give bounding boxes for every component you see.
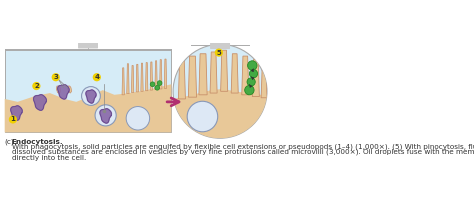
Circle shape [247,61,257,70]
Circle shape [52,73,60,81]
Polygon shape [146,62,148,91]
Text: directly into the cell.: directly into the cell. [12,154,86,161]
Text: dissolved substances are enclosed in vesicles by very fine protrusions called mi: dissolved substances are enclosed in ves… [12,149,474,155]
Circle shape [187,101,218,132]
FancyArrowPatch shape [252,77,254,80]
Polygon shape [5,84,171,132]
Polygon shape [220,50,228,91]
Polygon shape [86,90,96,103]
Polygon shape [131,65,134,92]
Polygon shape [188,56,197,97]
FancyArrowPatch shape [251,69,254,72]
Text: 2: 2 [34,83,39,89]
Polygon shape [242,56,249,95]
Polygon shape [261,64,267,98]
Text: (c): (c) [5,138,14,145]
Circle shape [32,82,40,90]
Polygon shape [178,61,185,99]
Polygon shape [155,61,157,89]
Polygon shape [67,86,72,93]
Polygon shape [58,85,69,99]
Text: 1: 1 [10,116,15,122]
Circle shape [93,73,101,81]
Polygon shape [127,64,129,94]
Polygon shape [160,60,162,89]
Polygon shape [164,59,167,88]
Polygon shape [141,63,143,91]
Circle shape [126,107,150,130]
Polygon shape [34,95,46,110]
Text: Endocytosis.: Endocytosis. [12,139,64,145]
Circle shape [95,105,116,126]
Circle shape [157,81,162,85]
Polygon shape [199,54,207,95]
Polygon shape [210,52,217,93]
Circle shape [82,87,100,105]
Circle shape [245,85,254,95]
Text: 4: 4 [94,74,100,80]
Circle shape [173,44,267,138]
Circle shape [9,115,17,124]
FancyArrowPatch shape [250,85,252,87]
Text: 5: 5 [217,50,221,56]
Polygon shape [122,68,124,95]
Circle shape [249,70,257,78]
Polygon shape [173,89,267,138]
Circle shape [247,78,255,86]
Polygon shape [56,86,61,94]
Bar [5,50,171,132]
Text: With phagocytosis, solid particles are engulfed by flexible cell extensions or p: With phagocytosis, solid particles are e… [12,143,474,150]
Circle shape [215,48,223,57]
FancyArrowPatch shape [167,98,179,106]
Polygon shape [136,64,138,92]
Polygon shape [100,109,111,123]
Text: 3: 3 [53,74,58,80]
FancyBboxPatch shape [78,42,98,48]
Circle shape [150,82,155,87]
FancyBboxPatch shape [210,43,230,49]
Polygon shape [231,54,238,93]
Circle shape [155,85,160,90]
Polygon shape [11,106,22,120]
Polygon shape [252,60,259,97]
Polygon shape [150,62,153,90]
